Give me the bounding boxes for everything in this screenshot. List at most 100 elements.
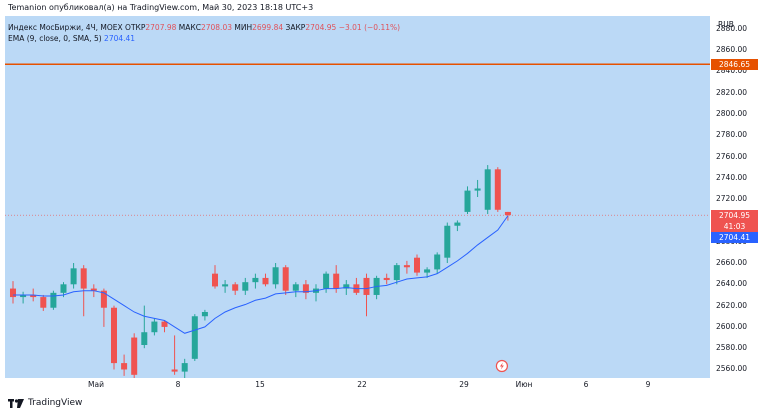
time-tick-label: 15 bbox=[255, 380, 265, 389]
candle-body bbox=[80, 268, 87, 289]
open-value: 2707.98 bbox=[145, 23, 177, 32]
candle-body bbox=[414, 257, 420, 273]
price-tick-label: 2660.00 bbox=[716, 258, 748, 267]
candle-body bbox=[222, 284, 229, 287]
low-value: 2699.84 bbox=[252, 23, 284, 32]
close-value: 2704.95 bbox=[305, 23, 337, 32]
candle-body bbox=[484, 169, 491, 210]
ema-price-badge: 2704.41 bbox=[711, 231, 758, 243]
price-tick-label: 2880.00 bbox=[716, 23, 748, 33]
candle-body bbox=[141, 332, 148, 345]
attribution-text: Temanion опубликовал(а) на TradingView.c… bbox=[8, 3, 314, 12]
price-tick-label: 2800.00 bbox=[716, 108, 748, 118]
level-price-badge: 2846.65 bbox=[711, 58, 758, 70]
candle-body bbox=[20, 294, 27, 298]
candle-body bbox=[434, 254, 441, 270]
time-tick-label: 22 bbox=[357, 380, 367, 389]
candle-body bbox=[282, 267, 289, 291]
change-value: −3.01 (−0.11%) bbox=[338, 23, 401, 32]
tradingview-logo[interactable]: TradingView bbox=[8, 398, 82, 408]
candle-body bbox=[50, 292, 57, 308]
price-tick-label: 2580.00 bbox=[716, 343, 748, 353]
candle-body bbox=[302, 284, 309, 293]
lightning-icon bbox=[499, 362, 504, 370]
footer bbox=[0, 393, 758, 415]
price-tick-label: 2780.00 bbox=[716, 130, 748, 140]
price-tick-label: 2740.00 bbox=[716, 172, 748, 182]
time-tick-label: 9 bbox=[645, 380, 651, 389]
time-tick-label: 8 bbox=[175, 380, 181, 389]
candle-body bbox=[191, 316, 198, 359]
candle-body bbox=[464, 190, 471, 212]
price-tick-label: 2640.00 bbox=[716, 279, 748, 289]
candle-body bbox=[474, 188, 481, 191]
price-tick-label: 2760.00 bbox=[716, 151, 748, 161]
candle-body bbox=[111, 307, 117, 364]
price-tick-label: 2840.00 bbox=[716, 66, 748, 76]
chart-legend: Индекс МосБиржи, 4Ч, MOEX ОТКР2707.98 МА… bbox=[8, 22, 400, 44]
time-tick-label: Май bbox=[88, 380, 104, 389]
price-tick-label: 2560.00 bbox=[716, 364, 748, 374]
candle-body bbox=[171, 369, 178, 372]
ohlc-legend-row: Индекс МосБиржи, 4Ч, MOEX ОТКР2707.98 МА… bbox=[8, 22, 400, 33]
candle-body bbox=[363, 277, 370, 295]
candle-body bbox=[262, 277, 269, 285]
candle-body bbox=[383, 277, 390, 281]
bar-countdown-badge: 41:03 bbox=[711, 220, 758, 232]
close-label: ЗАКР bbox=[285, 23, 306, 32]
price-tick-label: 2600.00 bbox=[716, 321, 748, 331]
candle-body bbox=[40, 297, 47, 308]
last-price-badge: 2704.95 bbox=[711, 209, 758, 221]
ema-legend-row: EMA (9, close, 0, SMA, 5) 2704.41 bbox=[8, 33, 400, 44]
candle-body bbox=[30, 294, 37, 298]
candle-body bbox=[151, 321, 158, 333]
attribution-bar: Temanion опубликовал(а) на TradingView.c… bbox=[0, 0, 758, 16]
ema-label[interactable]: EMA (9, close, 0, SMA, 5) bbox=[8, 34, 102, 43]
candle-body bbox=[90, 288, 97, 291]
time-tick-label: 29 bbox=[459, 380, 469, 389]
candle-body bbox=[343, 284, 350, 289]
candle-body bbox=[272, 267, 279, 285]
candle-body bbox=[444, 225, 451, 258]
candle-body bbox=[403, 265, 410, 268]
candle-body bbox=[393, 265, 400, 281]
chart-pane[interactable] bbox=[5, 16, 710, 378]
candle-body bbox=[454, 222, 461, 226]
candle-body bbox=[333, 273, 340, 289]
ema-value: 2704.41 bbox=[104, 34, 136, 43]
candle-body bbox=[504, 211, 511, 216]
brand-name: TradingView bbox=[28, 398, 83, 408]
candle-body bbox=[323, 273, 330, 289]
candle-body bbox=[10, 288, 16, 298]
candle-body bbox=[100, 290, 107, 308]
candle-body bbox=[181, 363, 188, 372]
time-tick-label: Июн bbox=[515, 380, 533, 389]
open-label: ОТКР bbox=[125, 23, 146, 32]
candle-body bbox=[131, 337, 138, 375]
high-value: 2708.03 bbox=[200, 23, 232, 32]
price-chart[interactable] bbox=[5, 16, 710, 378]
tradingview-icon bbox=[8, 398, 24, 408]
price-scale[interactable] bbox=[710, 16, 758, 378]
candle-body bbox=[252, 277, 259, 283]
high-label: МАКС bbox=[178, 23, 201, 32]
candle-body bbox=[212, 273, 218, 287]
candle-body bbox=[292, 284, 299, 291]
candle-body bbox=[60, 284, 67, 293]
ema-line bbox=[13, 215, 509, 334]
candle-body bbox=[161, 321, 168, 327]
time-tick-label: 6 bbox=[583, 380, 589, 389]
price-tick-label: 2620.00 bbox=[716, 300, 748, 310]
candle-body bbox=[70, 268, 77, 285]
price-tick-label: 2860.00 bbox=[716, 45, 748, 55]
candle-body bbox=[424, 269, 431, 273]
price-tick-label: 2820.00 bbox=[716, 87, 748, 97]
candle-body bbox=[232, 284, 239, 291]
time-axis[interactable] bbox=[5, 378, 710, 390]
candle-body bbox=[121, 363, 128, 370]
candle-body bbox=[494, 169, 501, 210]
price-tick-label: 2720.00 bbox=[716, 194, 748, 204]
candle-body bbox=[201, 311, 208, 317]
symbol-name[interactable]: Индекс МосБиржи, 4Ч, MOEX bbox=[8, 23, 123, 32]
currency-label[interactable]: RUB bbox=[718, 20, 734, 29]
